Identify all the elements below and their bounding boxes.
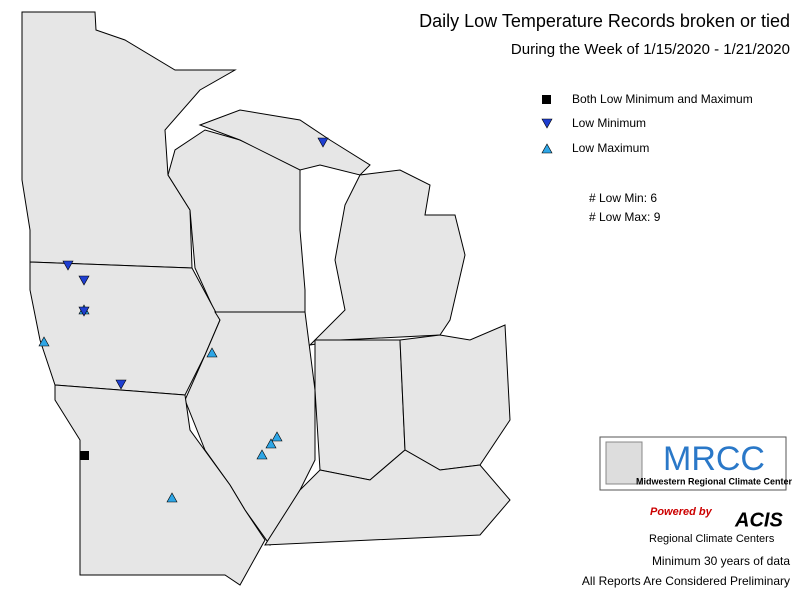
low-max-marker [256, 449, 268, 460]
mrcc-logo: MRCC Midwestern Regional Climate Center [599, 436, 793, 491]
count-label: # Low Max: 9 [589, 210, 661, 224]
low-max-marker [206, 347, 218, 358]
minnesota [21, 11, 237, 269]
indiana [314, 339, 406, 481]
legend-swatch [542, 95, 551, 104]
legend-label: Low Maximum [572, 141, 649, 155]
low-min-marker [62, 260, 74, 271]
legend-swatch [541, 143, 553, 154]
states [21, 11, 511, 586]
legend-label: Low Minimum [572, 116, 646, 130]
footer-note: Minimum 30 years of data [652, 554, 790, 568]
wisconsin [167, 129, 306, 313]
acis-text: ACIS [734, 509, 783, 531]
both-marker [80, 451, 89, 460]
powered-text: Powered by [650, 506, 713, 518]
ohio [399, 324, 511, 471]
title: Daily Low Temperature Records broken or … [419, 11, 790, 31]
low-min-marker [317, 137, 329, 148]
logo-map [605, 441, 643, 485]
low-min-marker [78, 306, 90, 317]
logo-text: MRCC [663, 440, 765, 478]
lower-michigan [308, 169, 466, 346]
low-min-marker [78, 275, 90, 286]
low-max-marker [265, 438, 277, 449]
kentucky [264, 449, 511, 546]
low-max-marker [38, 336, 50, 347]
acis-subtext: Regional Climate Centers [649, 533, 775, 545]
markers [38, 137, 329, 503]
upper-michigan [198, 109, 371, 176]
legend-label: Both Low Minimum and Maximum [572, 92, 753, 106]
legend-swatch [541, 118, 553, 129]
low-max-marker [271, 431, 283, 442]
acis-logo: Powered by ACIS Regional Climate Centers [649, 506, 783, 545]
footer-note: All Reports Are Considered Preliminary [582, 574, 790, 588]
low-min-marker [115, 379, 127, 390]
iowa [29, 261, 221, 396]
count-label: # Low Min: 6 [589, 191, 657, 205]
subtitle: During the Week of 1/15/2020 - 1/21/2020 [511, 41, 790, 58]
logo-subtext: Midwestern Regional Climate Center [636, 476, 793, 486]
missouri [54, 384, 266, 586]
low-max-marker [166, 492, 178, 503]
